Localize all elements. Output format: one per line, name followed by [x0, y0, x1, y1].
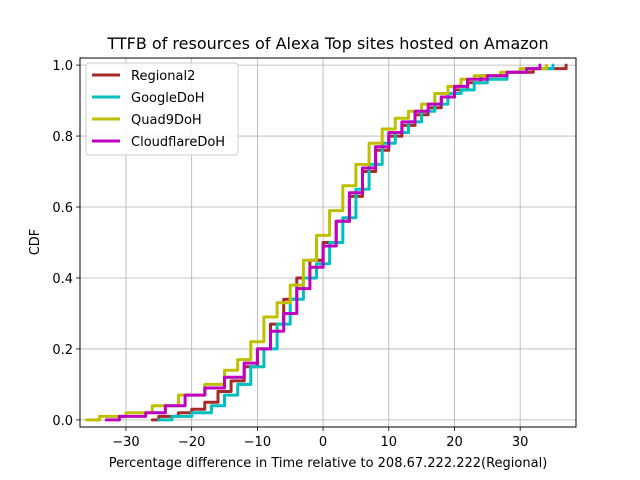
legend-label-cloudflaredoh: CloudflareDoH — [131, 135, 225, 150]
y-tick-label: 0.2 — [52, 343, 73, 358]
axes-frame — [79, 57, 577, 428]
y-tick-label: 0.8 — [52, 130, 73, 145]
x-tick-label: −20 — [178, 435, 205, 450]
x-tick-label: −10 — [244, 435, 271, 450]
y-tick-label: 1.0 — [52, 59, 73, 74]
legend-label-googledoh: GoogleDoH — [131, 91, 205, 106]
chart-title: TTFB of resources of Alexa Top sites hos… — [106, 34, 548, 53]
series-line-googledoh — [157, 63, 555, 422]
x-tick-label: 0 — [319, 435, 327, 450]
y-tick-label: 0.4 — [52, 272, 73, 287]
series-line-cloudflaredoh — [104, 63, 542, 422]
x-tick-label: 30 — [512, 435, 529, 450]
y-tick-label: 0.0 — [52, 414, 73, 429]
x-axis-label: Percentage difference in Time relative t… — [109, 456, 548, 471]
ticks: −30 −20 −10 0 10 20 30 0.0 0.2 0.4 0.6 0.8 1.0 — [52, 59, 528, 450]
legend: Regional2 GoogleDoH Quad9DoH CloudflareDoH — [85, 62, 239, 156]
legend-box — [85, 62, 239, 156]
x-tick-label: 10 — [380, 435, 397, 450]
y-tick-label: 0.6 — [52, 201, 73, 216]
legend-label-regional2: Regional2 — [131, 69, 195, 84]
x-tick-label: −30 — [112, 435, 139, 450]
x-tick-label: 20 — [446, 435, 463, 450]
y-axis-label: CDF — [28, 229, 43, 256]
legend-label-quad9doh: Quad9DoH — [131, 113, 202, 128]
plot-area — [85, 63, 568, 422]
